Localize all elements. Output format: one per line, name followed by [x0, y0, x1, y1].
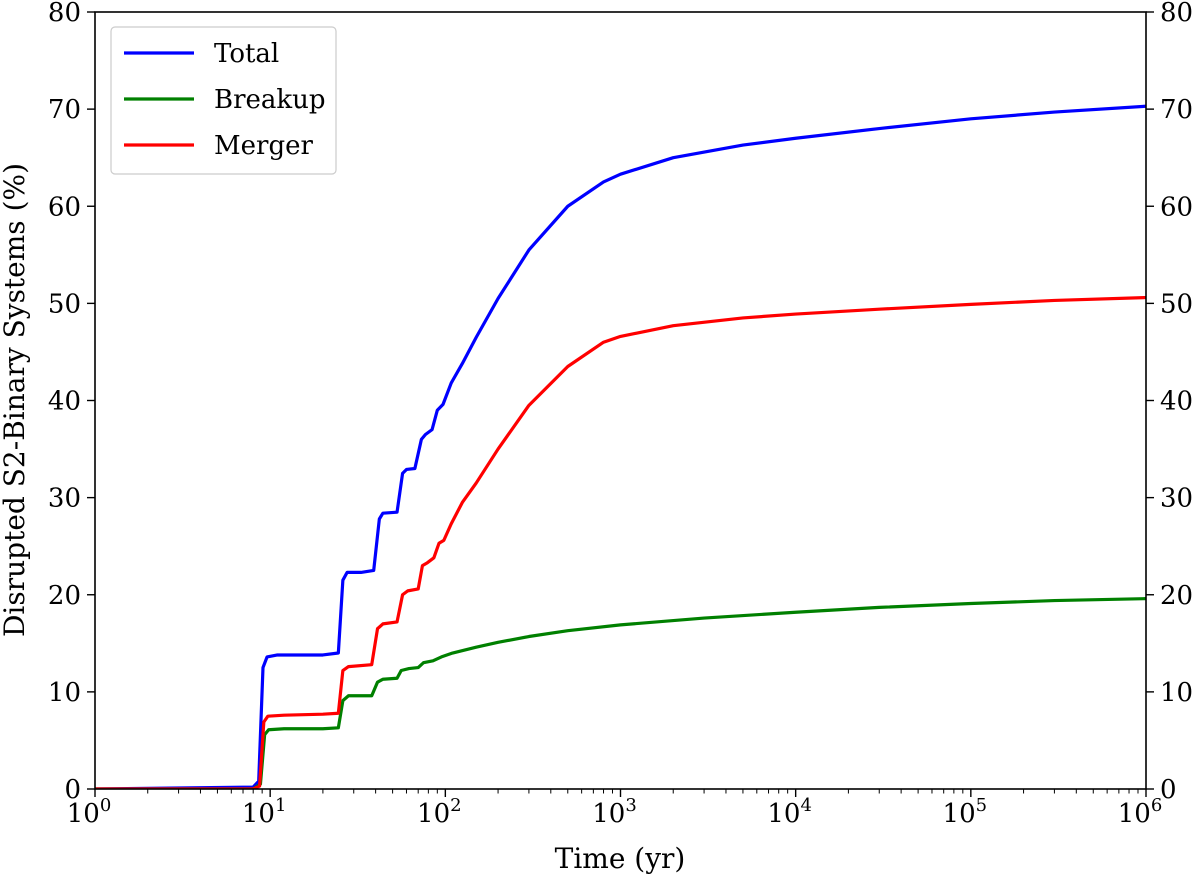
- y-tick-label-right: 80: [1160, 0, 1193, 28]
- x-tick-label: 104: [767, 795, 812, 829]
- y-tick-label-right: 30: [1160, 484, 1193, 514]
- x-tick-label: 102: [417, 795, 462, 829]
- series-line-total: [95, 104, 1146, 789]
- y-tick-label-right: 40: [1160, 387, 1193, 417]
- y-tick-label-left: 60: [48, 192, 81, 222]
- y-tick-label-left: 40: [48, 387, 81, 417]
- legend-label-total: Total: [214, 39, 279, 69]
- x-tick-label: 100: [67, 795, 112, 829]
- series-line-breakup: [95, 597, 1146, 789]
- x-tick-label: 105: [943, 795, 988, 829]
- y-tick-label-left: 30: [48, 484, 81, 514]
- y-tick-label-left: 20: [48, 581, 81, 611]
- y-tick-label-left: 50: [48, 289, 81, 319]
- y-tick-label-right: 20: [1160, 581, 1193, 611]
- y-tick-label-right: 60: [1160, 192, 1193, 222]
- series-layer: [95, 104, 1146, 789]
- series-line-merger: [95, 295, 1146, 789]
- legend-label-breakup: Breakup: [214, 85, 326, 115]
- y-tick-label-right: 70: [1160, 95, 1193, 125]
- legend-box: [110, 26, 337, 175]
- legend: Total Breakup Merger: [110, 26, 337, 175]
- y-tick-label-right: 10: [1160, 678, 1193, 708]
- y-tick-label-left: 70: [48, 95, 81, 125]
- x-tick-label: 103: [592, 795, 637, 829]
- x-axis-title: Time (yr): [555, 842, 686, 875]
- y-axis-title: Disrupted S2-Binary Systems (%): [0, 163, 31, 637]
- y-tick-label-right: 0: [1160, 775, 1177, 805]
- x-tick-label: 106: [1118, 795, 1163, 829]
- y-tick-label-left: 0: [64, 775, 81, 805]
- legend-label-merger: Merger: [214, 131, 313, 161]
- y-tick-label-left: 10: [48, 678, 81, 708]
- y-tick-label-left: 80: [48, 0, 81, 28]
- y-tick-label-right: 50: [1160, 289, 1193, 319]
- x-tick-label: 101: [242, 795, 287, 829]
